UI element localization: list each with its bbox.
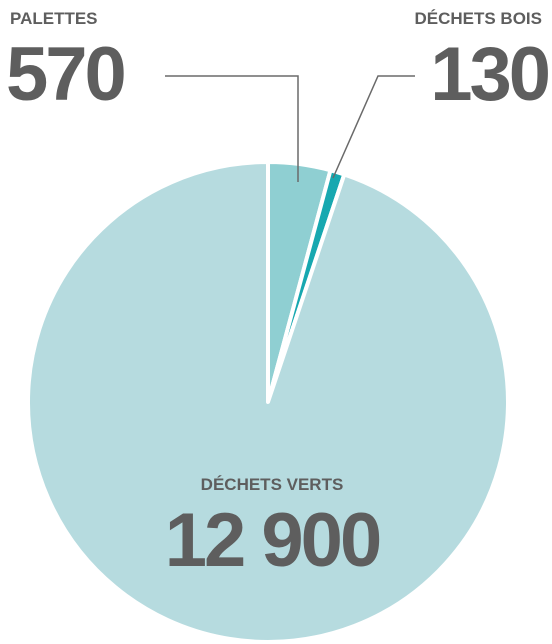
pie-slice (26, 160, 510, 644)
leader-line (332, 75, 415, 179)
pie (26, 160, 510, 644)
value-label: 570 (6, 32, 125, 117)
category-label: PALETTES (10, 9, 98, 28)
leader-line (165, 75, 299, 182)
category-label: DÉCHETS BOIS (414, 9, 542, 28)
value-label: 130 (430, 32, 549, 117)
value-label: 12 900 (165, 498, 380, 583)
category-label: DÉCHETS VERTS (201, 475, 344, 494)
